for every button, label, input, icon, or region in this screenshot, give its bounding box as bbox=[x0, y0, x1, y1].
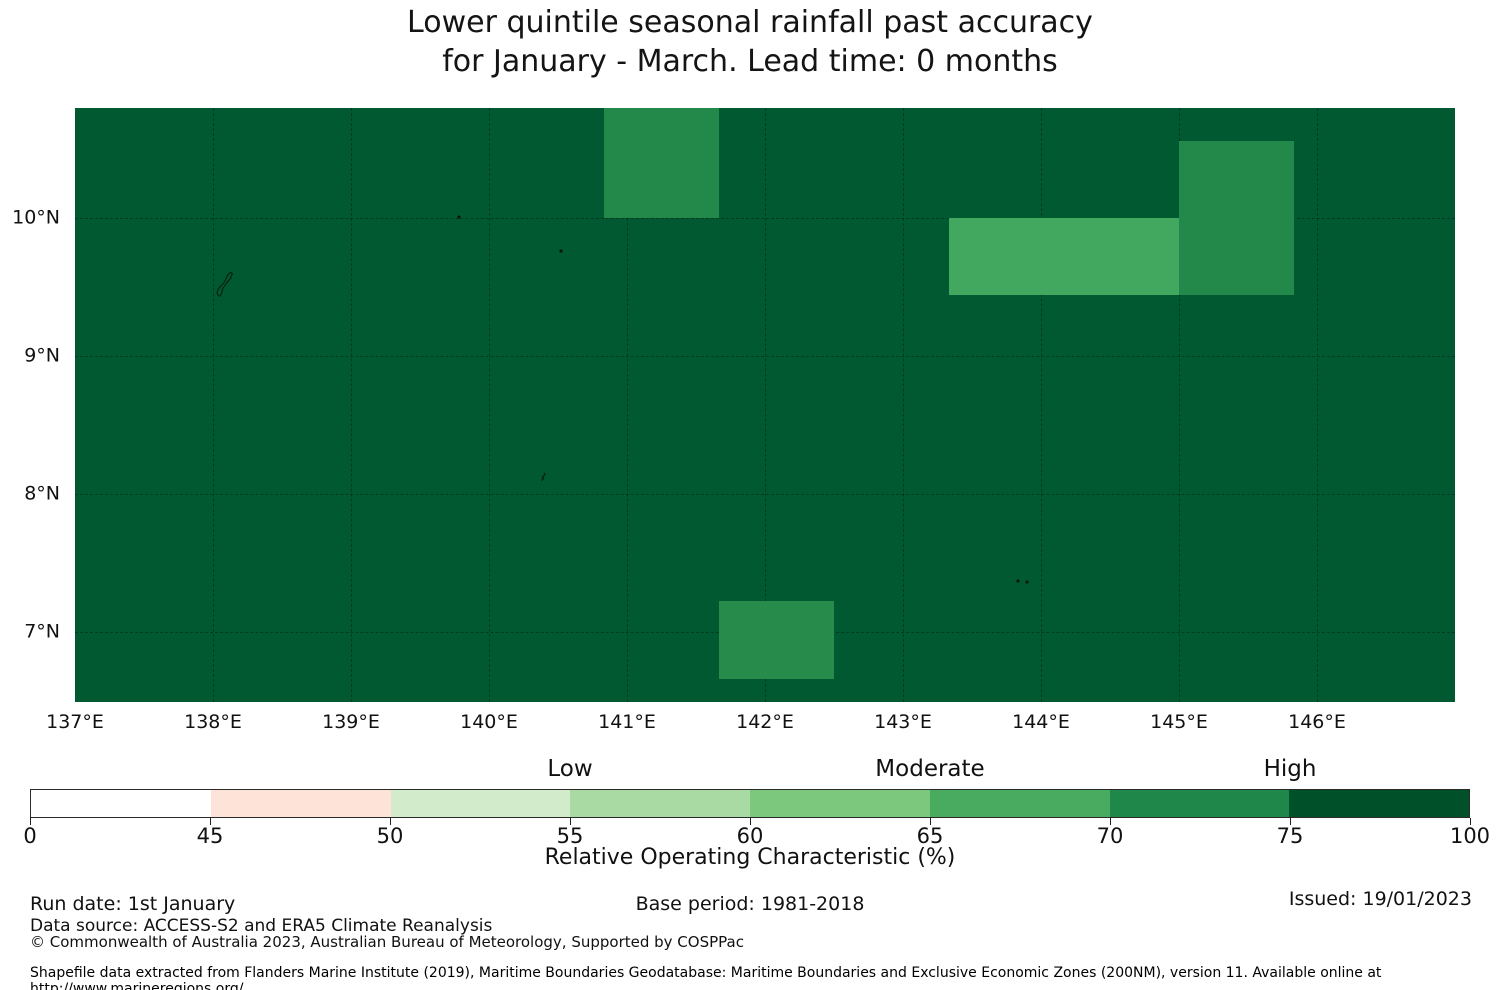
x-tick-label: 145°E bbox=[1150, 711, 1208, 733]
grid-line-vertical bbox=[213, 108, 214, 702]
colorbar-tick-label: 65 bbox=[916, 824, 944, 848]
data-source-text: Data source: ACCESS-S2 and ERA5 Climate … bbox=[30, 916, 493, 936]
colorbar-tick-label: 0 bbox=[23, 824, 37, 848]
x-tick-label: 140°E bbox=[460, 711, 518, 733]
grid-line-vertical bbox=[1041, 108, 1042, 702]
roc-cell bbox=[1179, 141, 1294, 296]
x-tick-label: 139°E bbox=[322, 711, 380, 733]
x-tick-label: 138°E bbox=[184, 711, 242, 733]
colorbar-tick bbox=[749, 818, 751, 825]
colorbar-segment bbox=[1109, 790, 1290, 817]
colorbar-segment bbox=[570, 790, 750, 817]
islet-dot-shape bbox=[559, 249, 563, 253]
colorbar-category-label: Low bbox=[547, 756, 593, 782]
roc-cell bbox=[948, 218, 1179, 296]
island-outline-icon bbox=[213, 269, 237, 299]
colorbar-tick-label: 55 bbox=[556, 824, 584, 848]
x-tick-label: 146°E bbox=[1288, 711, 1346, 733]
colorbar-categories: Low Moderate High bbox=[30, 756, 1470, 786]
colorbar-segment bbox=[929, 790, 1110, 817]
shapefile-attribution-text: Shapefile data extracted from Flanders M… bbox=[30, 965, 1382, 990]
islet-dot-shape bbox=[1025, 580, 1029, 584]
colorbar-tick bbox=[1469, 818, 1471, 825]
issued-date-text: Issued: 19/01/2023 bbox=[1288, 888, 1472, 910]
colorbar-category-label: High bbox=[1263, 756, 1317, 782]
colorbar-tick-label: 60 bbox=[736, 824, 764, 848]
colorbar-tick bbox=[209, 818, 211, 825]
chart-title-line2: for January - March. Lead time: 0 months bbox=[442, 44, 1058, 79]
grid-line-vertical bbox=[489, 108, 490, 702]
x-tick-label: 144°E bbox=[1012, 711, 1070, 733]
chart-title-line1: Lower quintile seasonal rainfall past ac… bbox=[407, 5, 1093, 40]
colorbar-tick-label: 50 bbox=[376, 824, 404, 848]
chart-title: Lower quintile seasonal rainfall past ac… bbox=[0, 3, 1500, 81]
x-tick-label: 141°E bbox=[598, 711, 656, 733]
grid-line-vertical bbox=[1317, 108, 1318, 702]
colorbar-segment bbox=[750, 790, 930, 817]
islet-dot-icon bbox=[1016, 579, 1020, 583]
colorbar-segment bbox=[31, 790, 211, 817]
colorbar-tick-label: 45 bbox=[196, 824, 224, 848]
copyright-text: © Commonwealth of Australia 2023, Austra… bbox=[30, 933, 744, 951]
grid-line-vertical bbox=[351, 108, 352, 702]
run-date-text: Run date: 1st January bbox=[30, 893, 236, 915]
roc-cell bbox=[603, 108, 720, 219]
islet-dot-icon bbox=[559, 249, 563, 253]
x-tick-label: 137°E bbox=[46, 711, 104, 733]
x-tick-label: 143°E bbox=[874, 711, 932, 733]
colorbar-segment bbox=[210, 790, 391, 817]
colorbar-tick bbox=[389, 818, 391, 825]
colorbar-tick-labels: 0 45 50 55 60 65 70 75 100 bbox=[23, 824, 1490, 850]
colorbar-tick bbox=[1289, 818, 1291, 825]
map-panel bbox=[75, 108, 1455, 702]
islet-dot-shape bbox=[1016, 579, 1020, 583]
colorbar-tick-label: 75 bbox=[1276, 824, 1304, 848]
colorbar-tick-label: 100 bbox=[1449, 824, 1491, 848]
colorbar-tick bbox=[929, 818, 931, 825]
x-tick-label: 142°E bbox=[736, 711, 794, 733]
y-axis: 10°N 9°N 8°N 7°N bbox=[0, 108, 67, 702]
colorbar-tick bbox=[569, 818, 571, 825]
colorbar-tick bbox=[29, 818, 31, 825]
y-tick-label: 9°N bbox=[24, 344, 60, 367]
roc-cell bbox=[719, 601, 834, 679]
islet-squiggle-icon bbox=[540, 472, 549, 483]
x-axis: 137°E 138°E 139°E 140°E 141°E 142°E 143°E 144°E… bbox=[46, 711, 1455, 737]
grid-line-horizontal bbox=[75, 356, 1455, 358]
colorbar-segment bbox=[390, 790, 571, 817]
grid-line-vertical bbox=[903, 108, 904, 702]
islet-dot-shape bbox=[457, 215, 461, 219]
islet-dot-icon bbox=[457, 215, 461, 219]
colorbar-ticks bbox=[29, 818, 1471, 825]
colorbar-axis-label: Relative Operating Characteristic (%) bbox=[544, 845, 956, 870]
base-period-text: Base period: 1981-2018 bbox=[635, 893, 865, 915]
y-tick-label: 10°N bbox=[12, 206, 60, 229]
colorbar-tick-label: 70 bbox=[1096, 824, 1124, 848]
colorbar bbox=[30, 789, 1470, 818]
colorbar-segment bbox=[1289, 790, 1469, 817]
y-tick-label: 8°N bbox=[24, 482, 60, 505]
colorbar-tick bbox=[1109, 818, 1111, 825]
colorbar-category-label: Moderate bbox=[875, 756, 985, 782]
y-tick-label: 7°N bbox=[24, 620, 60, 643]
islet-dot-icon bbox=[1025, 580, 1029, 584]
grid-line-horizontal bbox=[75, 493, 1455, 495]
